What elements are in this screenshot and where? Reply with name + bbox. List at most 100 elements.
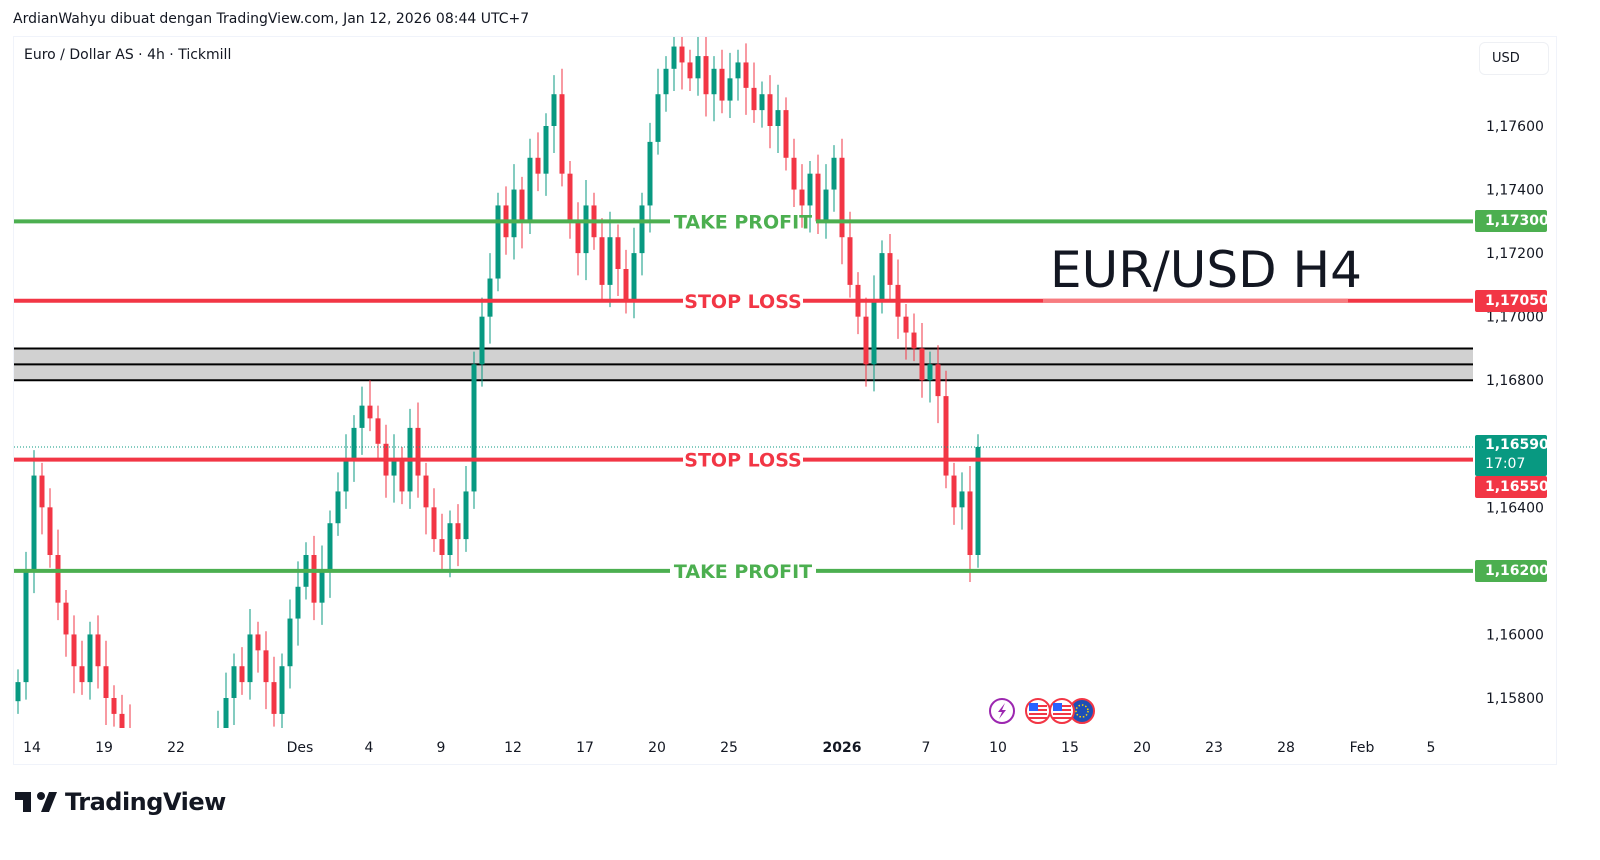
x-tick-label: 12 — [504, 740, 522, 756]
x-tick-label: 5 — [1427, 740, 1436, 756]
candle-body — [767, 94, 773, 126]
x-tick-label: 15 — [1061, 740, 1079, 756]
candle-body — [487, 278, 493, 317]
candle-body — [535, 157, 541, 174]
candle — [208, 733, 213, 768]
candle — [887, 234, 893, 303]
us-flag-icon[interactable] — [1025, 698, 1051, 724]
candle-body — [239, 666, 245, 683]
stop_loss-text: STOP LOSS — [684, 291, 801, 313]
candle — [79, 640, 85, 695]
candle-body — [623, 269, 629, 301]
candle — [287, 599, 293, 689]
candle-body — [431, 507, 437, 540]
candle-body — [887, 253, 893, 285]
candle-body — [471, 364, 477, 492]
candle — [663, 56, 669, 112]
candle-body — [287, 618, 293, 667]
candle-body — [367, 405, 373, 419]
y-tick-label: 1,15800 — [1486, 691, 1544, 707]
candle — [951, 462, 957, 525]
candle — [247, 609, 253, 700]
candle-body — [711, 68, 717, 95]
candle — [727, 52, 733, 119]
candle — [943, 370, 949, 489]
candle-body — [79, 666, 85, 683]
candle — [271, 656, 277, 727]
plot-area[interactable]: TAKE PROFIT STOP LOSS STOP LOSS TAKE PROFIT… — [14, 21, 1473, 847]
candle — [959, 472, 965, 530]
candle-body — [831, 157, 837, 190]
candle-body — [351, 427, 357, 460]
chart-title[interactable]: EUR/USD H4 — [1050, 241, 1362, 299]
candle — [687, 49, 693, 92]
candle-body — [871, 300, 877, 365]
symbol-legend[interactable]: Euro / Dollar AS · 4h · Tickmill — [24, 47, 232, 63]
candle-body — [759, 94, 765, 111]
candle-body — [119, 713, 125, 728]
candle-body — [375, 418, 381, 444]
x-tick-label: Des — [287, 740, 314, 756]
stop_loss-text: STOP LOSS — [684, 450, 801, 472]
candle-body — [791, 157, 797, 190]
candle — [471, 351, 477, 509]
x-tick-label: 10 — [989, 740, 1007, 756]
eu-flag-icon[interactable] — [1069, 698, 1095, 724]
tradingview-logo[interactable]: TradingView — [15, 788, 226, 816]
candle-body — [719, 68, 725, 101]
candle — [255, 621, 261, 673]
candle-body — [911, 332, 917, 349]
candle-body — [519, 189, 525, 222]
currency-button[interactable]: USD — [1479, 42, 1549, 75]
candle — [575, 202, 581, 276]
last-price-label: 1,16590 17:07 — [1475, 434, 1549, 476]
chart-frame[interactable] — [13, 36, 1557, 765]
candle-body — [247, 634, 253, 683]
candle-body — [55, 555, 61, 603]
candle — [543, 113, 549, 196]
candle — [839, 138, 845, 265]
take_profit-text: TAKE PROFIT — [674, 561, 812, 583]
candle — [967, 466, 973, 583]
x-tick-label: 9 — [437, 740, 446, 756]
candle-body — [679, 46, 685, 63]
candle — [223, 672, 229, 728]
economic-events[interactable] — [989, 698, 1095, 724]
candle — [295, 561, 301, 646]
candle — [55, 529, 61, 621]
candle — [583, 180, 589, 281]
candle-body — [463, 491, 469, 540]
candle — [775, 84, 781, 154]
y-tick-label: 1,17400 — [1486, 183, 1544, 199]
x-tick-label: 2026 — [823, 740, 862, 756]
candle-body — [735, 62, 741, 79]
us-flag-icon[interactable] — [1049, 698, 1075, 724]
candle — [759, 81, 765, 128]
candle — [751, 62, 757, 123]
candle — [623, 249, 629, 314]
candle — [23, 551, 29, 700]
candle — [15, 669, 21, 714]
candle-body — [567, 173, 573, 222]
candle — [767, 75, 773, 149]
candle — [935, 345, 941, 424]
stop_loss-price-label: 1,16550 — [1475, 475, 1549, 498]
candle-body — [95, 634, 101, 667]
candle-body — [295, 586, 301, 619]
candle — [863, 297, 869, 387]
candle — [335, 472, 341, 536]
candle — [927, 351, 933, 403]
candle — [791, 138, 797, 208]
candle — [359, 386, 365, 455]
candle — [455, 504, 461, 567]
candle-body — [599, 237, 605, 285]
candle — [47, 488, 53, 568]
lightning-icon[interactable] — [989, 698, 1015, 724]
candle — [871, 275, 877, 392]
candle-body — [479, 316, 485, 365]
take_profit-text: TAKE PROFIT — [674, 211, 812, 233]
x-tick-label: 28 — [1277, 740, 1295, 756]
x-tick-label: 7 — [922, 740, 931, 756]
x-tick-label: 23 — [1205, 740, 1223, 756]
